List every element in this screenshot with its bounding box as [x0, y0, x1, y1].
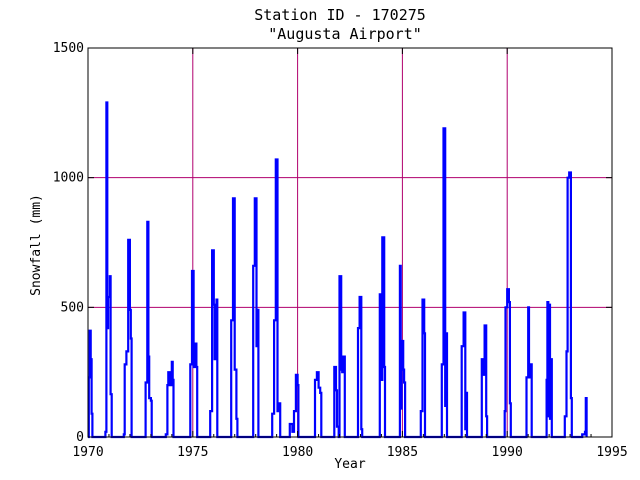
gridlines: [88, 48, 612, 437]
plot-frame: [87, 47, 613, 438]
x-tick-label-3: 1985: [387, 445, 418, 460]
y-axis: 0 500 1000 1500: [53, 41, 612, 445]
y-axis-label: Snowfall (mm): [29, 194, 44, 296]
x-axis-label: Year: [334, 457, 365, 472]
x-tick-label-5: 1995: [596, 445, 627, 460]
y-tick-label-1: 500: [61, 300, 84, 315]
chart-subtitle: "Augusta Airport": [268, 25, 422, 43]
y-tick-label-3: 1500: [53, 41, 84, 56]
y-tick-label-0: 0: [76, 430, 84, 445]
x-tick-label-4: 1990: [492, 445, 523, 460]
x-axis: 1970 1975 1980 1985 1990 1995: [72, 48, 628, 460]
chart-title: Station ID - 170275: [254, 6, 426, 24]
x-tick-label-1: 1975: [177, 445, 208, 460]
x-tick-label-0: 1970: [72, 445, 103, 460]
y-tick-label-2: 1000: [53, 171, 84, 186]
x-tick-label-2: 1980: [282, 445, 313, 460]
